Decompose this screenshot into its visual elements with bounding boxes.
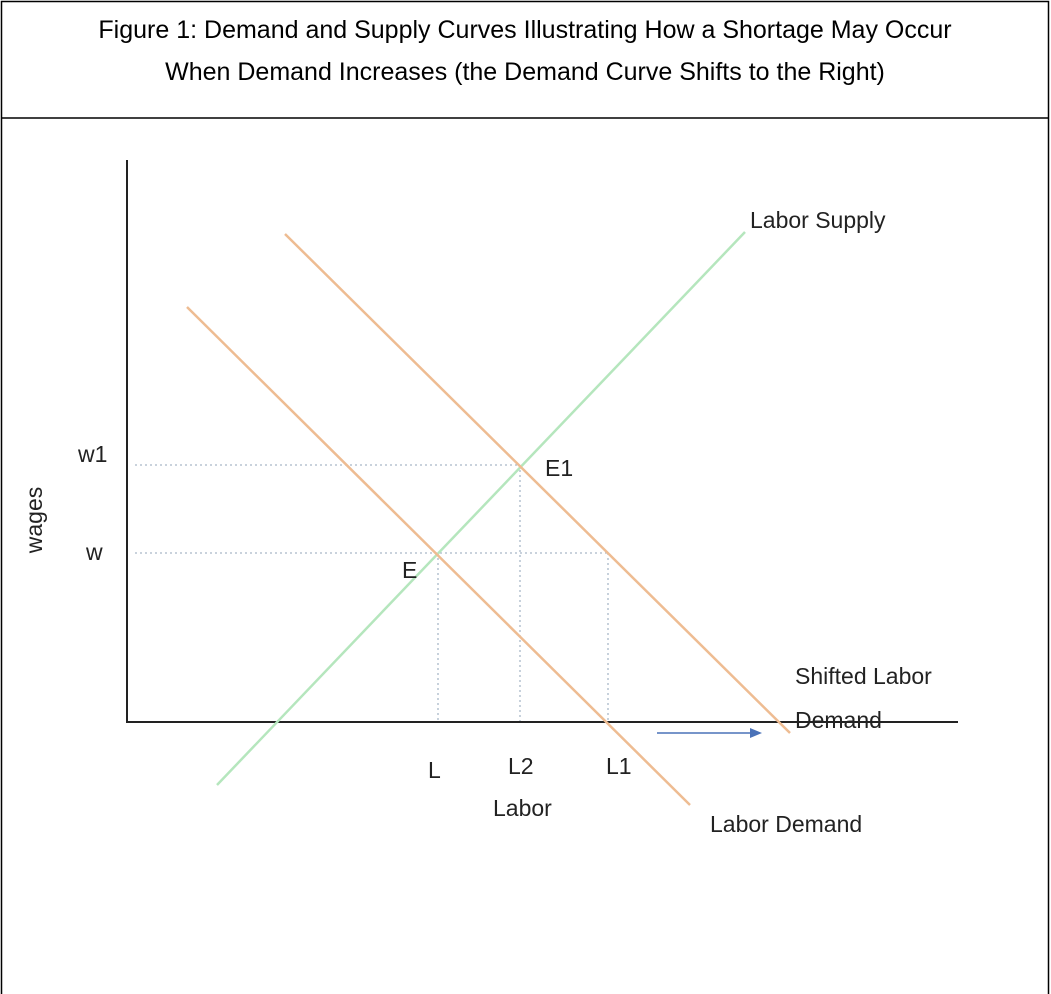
curve-label: Labor Demand: [710, 811, 862, 837]
point-label: E: [402, 557, 417, 583]
x-axis-label: Labor: [493, 795, 552, 821]
caption-line: Figure 1: Demand and Supply Curves Illus…: [98, 16, 951, 44]
shifted-demand-curve: [284, 233, 791, 734]
x-label: L2: [508, 753, 534, 779]
x-label: L1: [606, 753, 632, 779]
point-label: E1: [545, 455, 573, 481]
supply-curve: [216, 231, 746, 786]
shift-arrowhead: [750, 728, 762, 738]
x-label: L: [428, 757, 441, 783]
caption-line: When Demand Increases (the Demand Curve …: [165, 58, 885, 86]
curve-label: Demand: [795, 707, 882, 733]
curve-label: Labor Supply: [750, 207, 886, 233]
y-label: w: [85, 539, 103, 565]
curve-label: Shifted Labor: [795, 663, 932, 689]
y-label: w1: [77, 441, 107, 467]
y-axis-label: wages: [21, 487, 47, 554]
demand-curve: [186, 306, 691, 806]
